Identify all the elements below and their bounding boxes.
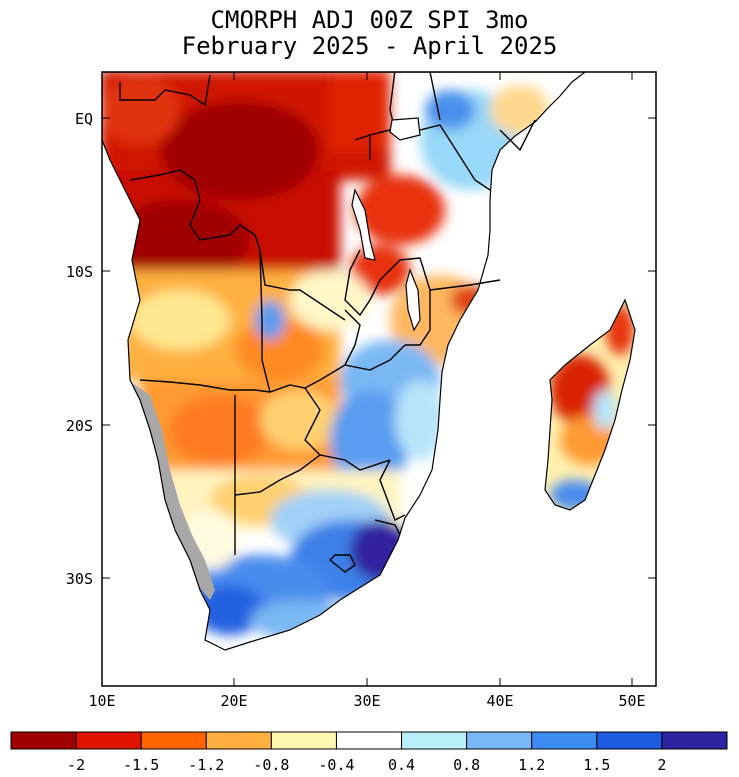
- lat-label-20s: 20S: [66, 417, 93, 435]
- lon-label-20e: 20E: [220, 692, 247, 710]
- lat-label-30s: 30S: [66, 570, 93, 588]
- lon-label-40e: 40E: [486, 692, 513, 710]
- colorbar-tick-label: -1.2: [188, 756, 224, 774]
- colorbar-tick-label: 0.4: [388, 756, 415, 774]
- lat-label-eq: EQ: [75, 110, 93, 128]
- colorbar-swatch: [401, 731, 468, 750]
- chart-title: CMORPH ADJ 00Z SPI 3mo: [210, 6, 529, 34]
- colorbar-tick-label: -2: [67, 756, 85, 774]
- colorbar-labels: -2 -1.5 -1.2 -0.8 -0.4 0.4 0.8 1.2 1.5 2: [67, 756, 666, 774]
- lon-label-30e: 30E: [353, 692, 380, 710]
- colorbar-swatch: [466, 731, 533, 750]
- lon-label-10e: 10E: [88, 692, 115, 710]
- lon-label-50e: 50E: [618, 692, 645, 710]
- colorbar-swatch: [270, 731, 337, 750]
- colorbar-tick-label: -1.5: [123, 756, 159, 774]
- colorbar: [10, 731, 728, 750]
- colorbar-swatch: [140, 731, 207, 750]
- colorbar-tick-label: 1.5: [583, 756, 610, 774]
- lat-label-10s: 10S: [66, 263, 93, 281]
- colorbar-swatch: [205, 731, 272, 750]
- chart-subtitle: February 2025 - April 2025: [181, 32, 558, 60]
- colorbar-swatch: [10, 731, 77, 750]
- colorbar-swatch: [596, 731, 663, 750]
- colorbar-swatch: [661, 731, 728, 750]
- colorbar-swatch: [335, 731, 403, 750]
- colorbar-tick-label: 1.2: [518, 756, 545, 774]
- colorbar-swatch: [531, 731, 598, 750]
- colorbar-tick-label: -0.4: [318, 756, 354, 774]
- map-border: [101, 71, 657, 687]
- colorbar-tick-label: 2: [657, 756, 666, 774]
- colorbar-swatch: [75, 731, 142, 750]
- colorbar-tick-label: 0.8: [453, 756, 480, 774]
- colorbar-tick-label: -0.8: [253, 756, 289, 774]
